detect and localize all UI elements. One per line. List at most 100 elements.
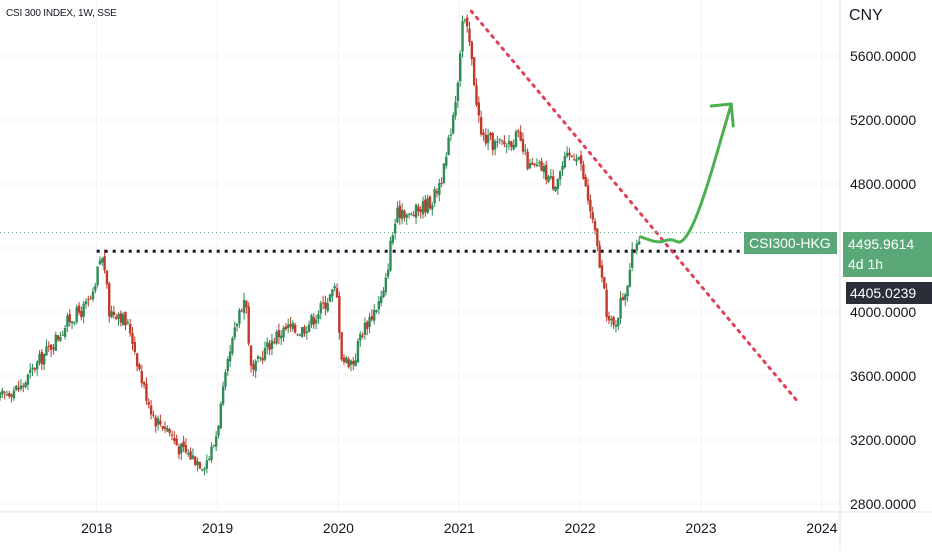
candle-body [245, 301, 248, 308]
candle-body [393, 223, 397, 234]
candle-body [115, 316, 118, 319]
candle-body [256, 356, 260, 359]
candle-body [17, 387, 20, 390]
candle-body [184, 445, 188, 453]
candle-body [103, 256, 106, 271]
x-tick-label: 2018 [81, 520, 112, 536]
candle-body [335, 288, 339, 298]
candle-body [189, 451, 192, 460]
candle-body [635, 243, 639, 251]
candle-body [373, 309, 376, 321]
symbol-header[interactable]: CSI 300 INDEX, 1W, SSE [6, 8, 117, 19]
candle-body [424, 199, 427, 212]
candle-body [89, 298, 92, 300]
candle-body [540, 161, 543, 171]
candle-body [368, 317, 371, 327]
candle-body [12, 390, 16, 399]
candle-body [414, 204, 418, 218]
candle-body [507, 141, 511, 145]
candle-body [31, 367, 34, 370]
candle-body [161, 425, 164, 429]
candle-body [454, 101, 457, 116]
candle-body [156, 418, 160, 425]
candle-body [463, 19, 467, 21]
candle-body [542, 166, 546, 173]
candle-body [561, 165, 564, 171]
candle-body [310, 315, 313, 325]
candle-body [214, 436, 218, 447]
candle-body [598, 245, 601, 268]
x-tick-label: 2022 [565, 520, 596, 536]
candle-body [75, 307, 78, 323]
candle-body [3, 391, 6, 393]
candle-body [526, 151, 529, 169]
candle-body [621, 297, 625, 301]
symbol-tag: CSI300-HKG [744, 232, 837, 254]
candle-body [305, 331, 309, 334]
y-tick-label: 4000.0000 [850, 304, 916, 320]
candle-body [96, 266, 99, 286]
candle-body [275, 331, 278, 344]
candle-body [482, 132, 485, 136]
candle-body [366, 321, 369, 329]
candle-body [363, 322, 367, 335]
candle-body [240, 310, 243, 312]
candle-body [538, 162, 541, 164]
candle-body [468, 28, 471, 43]
candle-body [159, 420, 162, 425]
candle-body [340, 332, 343, 360]
candle-body [321, 302, 325, 304]
candle-body [133, 342, 137, 352]
candle-body [84, 301, 88, 305]
candle-body [491, 133, 494, 151]
time-axis[interactable]: 2018 2019 2020 2021 2022 2023 2024 [0, 511, 932, 536]
candle-body [391, 235, 395, 243]
candle-body [426, 198, 429, 213]
candle-body [228, 351, 232, 362]
candle-body [166, 428, 169, 432]
candle-body [124, 312, 127, 326]
candle-body [252, 364, 255, 370]
candle-body [514, 131, 518, 147]
candle-body [496, 141, 499, 143]
candle-body [207, 458, 211, 460]
candle-body [24, 382, 27, 388]
candle-body [333, 286, 336, 289]
candle-body [572, 159, 576, 161]
candle-body [347, 359, 350, 368]
candle-body [431, 205, 434, 210]
candle-body [421, 201, 425, 215]
candle-body [517, 130, 520, 132]
candle-body [221, 386, 225, 405]
candle-body [579, 155, 583, 164]
y-tick-label: 5200.0000 [850, 112, 916, 128]
candle-body [324, 302, 327, 309]
candle-body [98, 260, 102, 265]
candle-body [226, 359, 229, 372]
candle-body [382, 290, 385, 297]
candle-body [63, 327, 67, 337]
candle-body [419, 209, 422, 212]
candle-body [296, 334, 299, 336]
candle-body [40, 351, 44, 365]
candle-body [498, 138, 501, 140]
candle-body [47, 345, 51, 347]
candle-body [479, 117, 483, 135]
candle-body [352, 361, 355, 365]
candle-body [8, 393, 11, 397]
candle-body [586, 185, 590, 201]
candle-body [173, 437, 176, 441]
candle-body [570, 155, 573, 158]
candle-body [433, 189, 436, 204]
candle-body [484, 134, 487, 144]
candle-body [29, 369, 32, 373]
candle-body [342, 357, 346, 362]
candle-body [591, 212, 594, 220]
candle-body [300, 327, 304, 337]
candle-body [403, 210, 406, 218]
candle-body [612, 316, 615, 325]
candle-body [614, 324, 618, 327]
y-tick-label: 5600.0000 [850, 48, 916, 64]
